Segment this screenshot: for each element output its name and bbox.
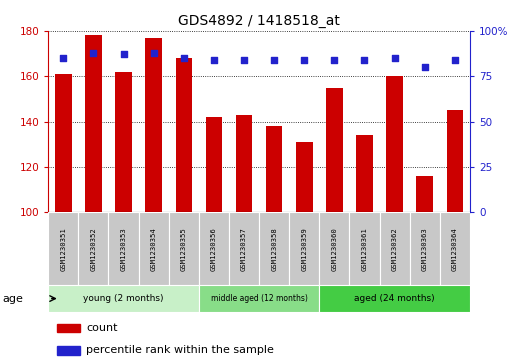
Bar <box>379 212 409 285</box>
Bar <box>229 212 259 285</box>
Text: count: count <box>86 323 118 333</box>
Bar <box>48 212 78 285</box>
Bar <box>206 117 222 212</box>
Point <box>270 57 278 63</box>
Point <box>361 57 369 63</box>
Bar <box>78 212 109 285</box>
Text: GSM1230352: GSM1230352 <box>90 227 97 270</box>
Bar <box>320 285 470 312</box>
Title: GDS4892 / 1418518_at: GDS4892 / 1418518_at <box>178 15 340 28</box>
Bar <box>57 346 80 355</box>
Text: aged (24 months): aged (24 months) <box>354 294 435 303</box>
Text: GSM1230357: GSM1230357 <box>241 227 247 270</box>
Bar <box>145 38 162 212</box>
Bar <box>289 212 320 285</box>
Bar <box>326 87 343 212</box>
Point <box>89 50 98 56</box>
Point <box>421 64 429 70</box>
Bar <box>386 76 403 212</box>
Bar <box>85 35 102 212</box>
Text: GSM1230362: GSM1230362 <box>392 227 398 270</box>
Point <box>210 57 218 63</box>
Text: GSM1230351: GSM1230351 <box>60 227 67 270</box>
Text: GSM1230356: GSM1230356 <box>211 227 217 270</box>
Bar <box>199 285 320 312</box>
Text: GSM1230359: GSM1230359 <box>301 227 307 270</box>
Text: percentile rank within the sample: percentile rank within the sample <box>86 346 274 355</box>
Bar <box>139 212 169 285</box>
Bar <box>115 72 132 212</box>
Point <box>300 57 308 63</box>
Text: middle aged (12 months): middle aged (12 months) <box>211 294 307 303</box>
Bar <box>175 58 192 212</box>
Bar <box>259 212 289 285</box>
Text: age: age <box>3 294 23 303</box>
Bar <box>320 212 350 285</box>
Point <box>59 55 68 61</box>
Text: GSM1230358: GSM1230358 <box>271 227 277 270</box>
Bar <box>356 135 373 212</box>
Text: GSM1230355: GSM1230355 <box>181 227 187 270</box>
Text: GSM1230361: GSM1230361 <box>362 227 367 270</box>
Text: GSM1230353: GSM1230353 <box>120 227 126 270</box>
Bar <box>266 126 282 212</box>
Bar <box>57 323 80 332</box>
Point <box>451 57 459 63</box>
Text: GSM1230364: GSM1230364 <box>452 227 458 270</box>
Bar <box>48 285 199 312</box>
Point <box>330 57 338 63</box>
Text: young (2 months): young (2 months) <box>83 294 164 303</box>
Bar <box>296 142 312 212</box>
Bar <box>236 115 252 212</box>
Point <box>150 50 158 56</box>
Bar <box>199 212 229 285</box>
Bar <box>109 212 139 285</box>
Point <box>119 52 128 57</box>
Bar <box>409 212 440 285</box>
Bar <box>169 212 199 285</box>
Bar <box>55 74 72 212</box>
Text: GSM1230360: GSM1230360 <box>331 227 337 270</box>
Bar <box>447 110 463 212</box>
Bar <box>350 212 379 285</box>
Bar <box>417 176 433 212</box>
Point <box>180 55 188 61</box>
Text: GSM1230363: GSM1230363 <box>422 227 428 270</box>
Point <box>391 55 399 61</box>
Point <box>240 57 248 63</box>
Text: GSM1230354: GSM1230354 <box>151 227 156 270</box>
Bar <box>440 212 470 285</box>
